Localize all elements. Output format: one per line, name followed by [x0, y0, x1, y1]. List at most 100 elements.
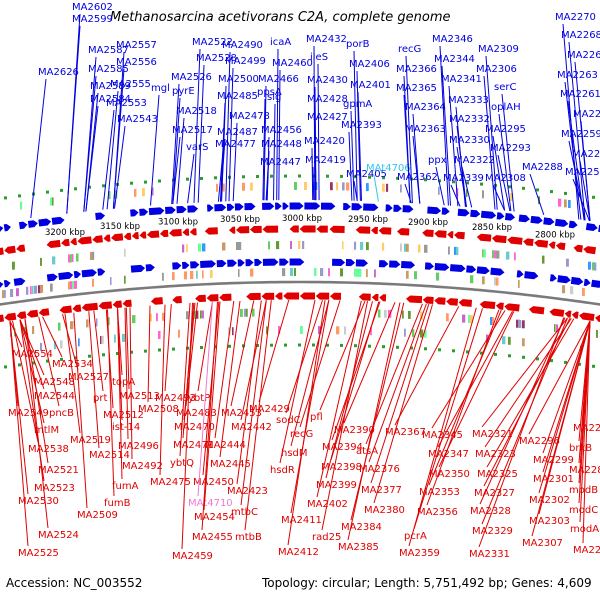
reverse-gene-label[interactable]: ybtP — [188, 393, 210, 404]
reverse-gene-label[interactable]: MA2303 — [529, 516, 570, 527]
reverse-gene-label[interactable]: pcrA — [404, 531, 427, 542]
forward-gene-label[interactable]: icaA — [270, 37, 291, 48]
forward-gene-label[interactable]: MA2322 — [454, 155, 495, 166]
reverse-gene-label[interactable]: MA2284 — [569, 465, 600, 476]
forward-gene-label[interactable]: slg — [267, 92, 281, 103]
forward-gene-label[interactable]: MA2432 — [306, 34, 347, 45]
forward-gene-label[interactable]: MA2257 — [565, 167, 600, 178]
forward-gene-label[interactable]: MA2528 — [196, 53, 237, 64]
reverse-gene-label[interactable]: MA2367 — [385, 427, 426, 438]
forward-gene-label[interactable]: MA2526 — [171, 72, 212, 83]
forward-gene-label[interactable]: MA2599 — [72, 14, 113, 25]
reverse-gene-label[interactable]: MA2538 — [28, 444, 69, 455]
forward-gene-label[interactable]: MA2330 — [449, 135, 490, 146]
forward-gene-label[interactable]: MA2427 — [307, 112, 348, 123]
reverse-gene-label[interactable]: MA2492 — [122, 461, 163, 472]
forward-gene-label[interactable]: MA2553 — [106, 98, 147, 109]
reverse-gene-label[interactable]: MA2523 — [34, 483, 75, 494]
forward-gene-label[interactable]: MA2517 — [172, 125, 213, 136]
forward-gene-label[interactable]: MA2466 — [258, 74, 299, 85]
forward-gene-label[interactable]: MA2589 — [90, 81, 131, 92]
forward-gene-label[interactable]: porB — [346, 39, 370, 50]
forward-gene-label[interactable]: MA2584 — [90, 94, 131, 105]
reverse-gene-label[interactable]: MA2544 — [34, 391, 75, 402]
forward-gene-label[interactable]: MA2430 — [307, 75, 348, 86]
forward-gene-label[interactable]: MA2460 — [272, 58, 313, 69]
reverse-gene-label[interactable]: MA2398 — [321, 462, 362, 473]
reverse-gene-label[interactable]: MA2444 — [205, 440, 246, 451]
forward-gene-label[interactable]: MA2306 — [476, 64, 517, 75]
reverse-gene-label[interactable]: MA2325 — [477, 469, 518, 480]
forward-gene-label[interactable]: MA2344 — [434, 54, 475, 65]
reverse-gene-label[interactable]: mtbC — [231, 507, 258, 518]
forward-gene-label[interactable]: MA2522 — [192, 37, 233, 48]
forward-gene-label[interactable]: ppsA — [257, 87, 282, 98]
reverse-gene-label[interactable]: MA2525 — [18, 548, 59, 559]
reverse-gene-label[interactable]: MA2329 — [472, 526, 513, 537]
forward-gene-label[interactable]: gpmA — [343, 99, 372, 110]
forward-gene-label[interactable]: MA2332 — [449, 114, 490, 125]
forward-gene-label[interactable]: pyrE — [172, 86, 195, 97]
reverse-gene-label[interactable]: MA2321 — [472, 429, 513, 440]
reverse-gene-label[interactable]: MA2302 — [529, 495, 570, 506]
forward-gene-label[interactable]: MA2346 — [432, 34, 473, 45]
reverse-gene-label[interactable]: MA2384 — [341, 522, 382, 533]
reverse-gene-label[interactable]: MA2512 — [103, 410, 144, 421]
forward-gene-label[interactable]: MA2309 — [478, 44, 519, 55]
reverse-gene-label[interactable]: brkB — [569, 443, 592, 454]
forward-gene-label[interactable]: MA2602 — [72, 2, 113, 13]
reverse-gene-label[interactable]: MA2296 — [519, 436, 560, 447]
forward-gene-label[interactable]: oplAH — [491, 102, 521, 113]
forward-gene-label[interactable]: MA2478 — [229, 111, 270, 122]
reverse-gene-label[interactable]: MA2399 — [316, 480, 357, 491]
reverse-gene-label[interactable]: fumA — [112, 481, 139, 492]
forward-gene-label[interactable]: MA2543 — [117, 114, 158, 125]
reverse-gene-label[interactable]: hsdR — [270, 465, 295, 476]
reverse-gene-label[interactable]: pfl — [310, 412, 323, 423]
forward-gene-label[interactable]: MA2420 — [304, 136, 345, 147]
reverse-gene-label[interactable]: MA2471 — [173, 440, 214, 451]
reverse-gene-label[interactable]: mtbB — [235, 532, 262, 543]
reverse-gene-label[interactable]: MA2385 — [338, 542, 379, 553]
forward-gene-label[interactable]: MA2333 — [448, 95, 489, 106]
forward-gene-label[interactable]: MA2401 — [350, 80, 391, 91]
reverse-gene-label[interactable]: MA2513 — [119, 391, 160, 402]
reverse-gene-label[interactable]: MA2534 — [52, 359, 93, 370]
reverse-gene-label[interactable]: MA2347 — [428, 449, 469, 460]
forward-gene-label[interactable]: MA2366 — [396, 64, 437, 75]
reverse-gene-label[interactable]: topA — [112, 377, 135, 388]
forward-gene-label[interactable]: MA2266 — [567, 50, 600, 61]
reverse-gene-label[interactable]: MA2549 — [8, 408, 49, 419]
reverse-gene-label[interactable]: MA2442 — [231, 422, 272, 433]
reverse-gene-label[interactable]: MA2530 — [18, 496, 59, 507]
forward-gene-label[interactable]: MA2585 — [88, 64, 129, 75]
reverse-gene-label[interactable]: MA2380 — [364, 505, 405, 516]
reverse-gene-label[interactable]: mtlM — [34, 425, 59, 436]
reverse-gene-label[interactable]: MA2524 — [38, 530, 79, 541]
reverse-gene-label[interactable]: MA2445 — [210, 459, 251, 470]
reverse-gene-label[interactable]: MA2345 — [422, 430, 463, 441]
reverse-gene-label[interactable]: pncB — [49, 408, 74, 419]
forward-gene-label[interactable]: MA2363 — [405, 124, 446, 135]
forward-gene-label[interactable]: MA2626 — [38, 67, 79, 78]
forward-gene-label[interactable]: MA2308 — [485, 173, 526, 184]
reverse-gene-label[interactable]: MA2331 — [469, 549, 510, 560]
forward-gene-label[interactable]: MA2261 — [560, 89, 600, 100]
forward-gene-label[interactable]: MA2485 — [217, 91, 258, 102]
reverse-gene-label[interactable]: MA2328 — [470, 506, 511, 517]
reverse-gene-label[interactable]: MA2394 — [322, 442, 363, 453]
reverse-gene-label[interactable]: modB — [569, 485, 598, 496]
reverse-gene-label[interactable]: MA2483 — [176, 408, 217, 419]
reverse-gene-label[interactable]: MA2459 — [172, 551, 213, 562]
reverse-gene-label[interactable]: MA2519 — [70, 435, 111, 446]
forward-gene-label[interactable]: MA2556 — [116, 57, 157, 68]
forward-gene-label[interactable]: MA2447 — [260, 157, 301, 168]
forward-gene-label[interactable]: MA2362 — [397, 172, 438, 183]
forward-gene-label[interactable]: serC — [494, 82, 516, 93]
forward-gene-label[interactable]: MA2260 — [573, 109, 600, 120]
reverse-gene-label[interactable]: MA2496 — [118, 441, 159, 452]
forward-gene-label[interactable]: MA2295 — [485, 124, 526, 135]
forward-gene-label[interactable]: ileS — [310, 52, 328, 63]
forward-gene-label[interactable]: recG — [398, 44, 421, 55]
forward-gene-label[interactable]: MA2339 — [443, 173, 484, 184]
